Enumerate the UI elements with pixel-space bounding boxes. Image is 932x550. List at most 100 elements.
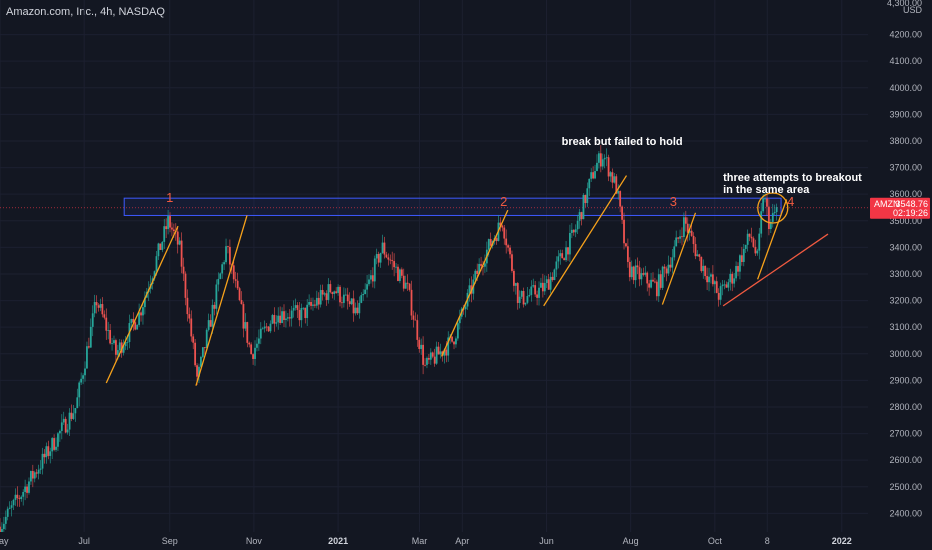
x-tick-label: Jul [78,536,90,546]
candle-body [671,257,674,268]
candle-body [569,232,571,255]
candle-body [84,368,86,376]
candle-body [584,194,587,204]
candle-body [758,233,761,251]
breakout-circle[interactable] [757,192,789,224]
candle-body [530,286,533,295]
trend-line[interactable] [756,199,788,280]
candle-body [418,339,421,349]
candle-body [82,375,84,379]
candle-body [742,248,745,262]
candle-body [41,453,44,469]
candle-body [679,236,681,239]
resistance-box[interactable] [123,197,782,216]
trend-line[interactable] [105,225,179,384]
candle-body [754,246,757,254]
candle-body [596,162,598,172]
y-tick-label: 2900.00 [889,375,922,385]
trend-line[interactable] [195,215,248,386]
resistance-zone[interactable] [0,197,868,216]
candle-body [370,275,372,280]
trend-line[interactable] [543,175,628,307]
candle-body [205,329,208,349]
candle-body [49,451,52,456]
candle-body [594,171,596,179]
candle-body [453,341,455,345]
candle-body [729,273,732,283]
time-axis[interactable]: May Jul Sep Nov 2021 Mar Apr Jun Aug Oct 8 2022 [0,532,932,550]
candle-body [234,279,237,281]
x-tick-label: 2021 [328,536,348,546]
candle-body [433,356,436,364]
attempt-number: 2 [500,194,507,209]
candle-body [134,322,137,330]
candle-body [628,261,631,278]
candle-body [665,268,668,274]
candle-body [650,279,652,288]
price-axis[interactable]: 4,300.00 USD 2400.00 2500.00 2600.00 2700.0… [868,0,932,532]
candle-body [97,305,100,308]
drawings[interactable] [105,175,829,386]
candle-body [292,307,295,311]
candle-body [439,351,442,355]
candle-body [163,226,166,242]
candle-body [16,494,19,499]
candle-body [648,283,651,288]
candle-body [290,310,293,319]
candle-body [111,343,113,344]
candle-body [408,283,411,290]
candle-body [391,260,394,262]
candle-body [277,315,280,323]
candle-body [314,304,316,306]
candle-body [611,172,614,183]
candle-body [352,298,355,314]
candle-body [549,276,552,290]
candle-body [169,216,171,228]
candle-body [153,271,156,279]
candle-body [107,330,110,331]
candle-body [420,344,423,349]
candle-body [304,307,307,319]
candle-body [89,326,92,348]
candle-body [285,318,287,320]
candle-body [105,317,108,331]
candle-body [203,347,206,349]
x-tick-label: Mar [412,536,428,546]
candle-body [574,229,577,233]
candle-body [256,343,258,348]
candle-body [296,305,299,310]
candle-body [331,292,334,294]
candle-body [371,275,374,282]
candle-body [636,265,639,268]
candle-body [640,273,643,280]
candle-body [516,283,519,303]
candle-body [389,259,392,261]
candle-body [426,357,428,365]
trend-line[interactable] [661,212,697,305]
y-tick-label: 3500.00 [889,216,922,226]
candle-body [524,302,527,305]
price-tag: AMZN 3548.76 02:19:26 [870,197,930,219]
candle-body [95,302,98,306]
annotations: 1 2 3 4 break but failed to hold three attemp… [166,136,862,209]
candle-body [142,307,144,316]
candle-body [752,238,755,247]
candle-body [514,283,517,286]
candle-body [399,269,401,281]
x-tick-label: Apr [455,536,469,546]
candle-body [165,226,168,230]
candle-body [155,256,158,272]
candle-body [72,413,75,419]
candle-body [613,176,616,183]
candle-body [211,304,214,327]
candle-body [188,314,191,319]
candle-body [599,153,602,167]
y-tick-label: 2500.00 [889,482,922,492]
candle-body [194,342,197,366]
candle-body [339,286,341,303]
candle-body [586,188,589,204]
support-line[interactable] [722,233,829,307]
candle-body [673,246,676,258]
trend-line[interactable] [440,209,509,357]
